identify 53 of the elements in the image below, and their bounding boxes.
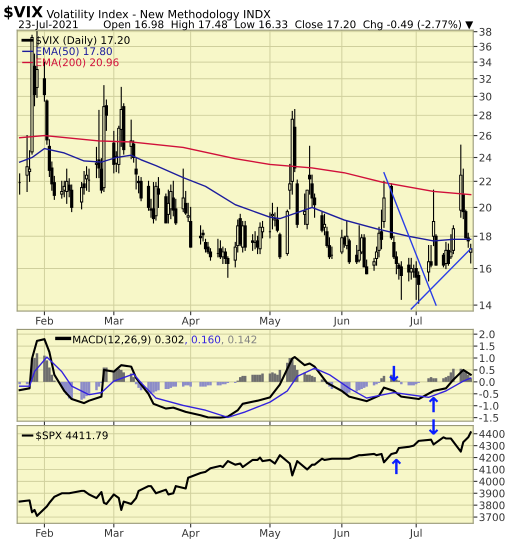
x-tick-label: May — [260, 316, 280, 327]
legend-label: $SPX 4411.79 — [36, 431, 108, 441]
text: , 0.142 — [222, 336, 256, 344]
y-tick-label: 16 — [480, 264, 492, 273]
x-tick-label: Mar — [105, 529, 124, 537]
y-tick-label: 3700 — [480, 513, 505, 522]
y-tick-label: -1.5 — [479, 414, 498, 422]
y-tick-label: 4300 — [479, 442, 505, 450]
text: , 0.160 — [185, 336, 220, 344]
y-tick-label: 4100 — [479, 466, 505, 474]
y-tick-label: 0.0 — [479, 378, 495, 386]
y-tick-label: 24 — [480, 154, 492, 162]
y-tick-label: 3800 — [480, 501, 505, 510]
x-tick-label: Apr — [182, 529, 200, 539]
legend-label: MACD(12,26,9) 0.302 — [73, 335, 184, 345]
x-tick-label: Mar — [105, 316, 124, 325]
y-tick-label: 36 — [480, 42, 492, 51]
y-tick-label: 1.0 — [480, 354, 495, 362]
annotation: ↑ — [428, 397, 438, 412]
x-tick-label: Jul — [409, 528, 422, 539]
x-tick-label: May — [260, 529, 280, 539]
chart-title: $VIX — [4, 6, 43, 20]
annotation: ↑ — [392, 458, 402, 474]
annotation: Open 16.98 High 17.48 Low 16.33 Close 17.20 Chg -0.49 (-2.77%) ▼ — [104, 20, 474, 30]
y-tick-label: 20 — [480, 204, 492, 212]
x-tick-label: Apr — [182, 316, 200, 327]
y-tick-label: 4000 — [479, 478, 505, 486]
y-tick-label: 28 — [480, 112, 492, 120]
y-tick-label: 30 — [480, 92, 492, 101]
y-tick-label: 34 — [480, 58, 492, 66]
y-tick-label: 3900 — [480, 489, 505, 498]
text: 23-Jul-2021 — [18, 20, 78, 30]
x-tick-label: Feb — [36, 316, 54, 325]
chart-subtitle: Volatility Index - New Methodology INDX — [46, 10, 270, 20]
annotation: ↓ — [428, 419, 438, 435]
y-tick-label: 14 — [480, 301, 492, 310]
y-tick-label: 38 — [480, 28, 492, 36]
x-tick-label: Jun — [333, 529, 350, 539]
y-tick-label: -1.0 — [479, 402, 498, 410]
y-tick-label: 32 — [480, 74, 491, 83]
x-tick-label: Feb — [36, 528, 54, 537]
x-tick-label: Jun — [333, 316, 350, 327]
y-tick-label: 4200 — [479, 454, 505, 462]
annotation: ↓ — [389, 366, 399, 382]
y-tick-label: 1.5 — [480, 342, 494, 350]
y-tick-label: 18 — [480, 232, 492, 240]
y-tick-label: 26 — [480, 132, 492, 140]
y-tick-label: 0.5 — [479, 366, 494, 374]
y-tick-label: 22 — [480, 178, 491, 186]
x-tick-label: Jul — [409, 316, 422, 327]
y-tick-label: 2.0 — [480, 330, 495, 338]
y-tick-label: -0.5 — [479, 390, 498, 398]
y-tick-label: 4400 — [479, 430, 505, 438]
